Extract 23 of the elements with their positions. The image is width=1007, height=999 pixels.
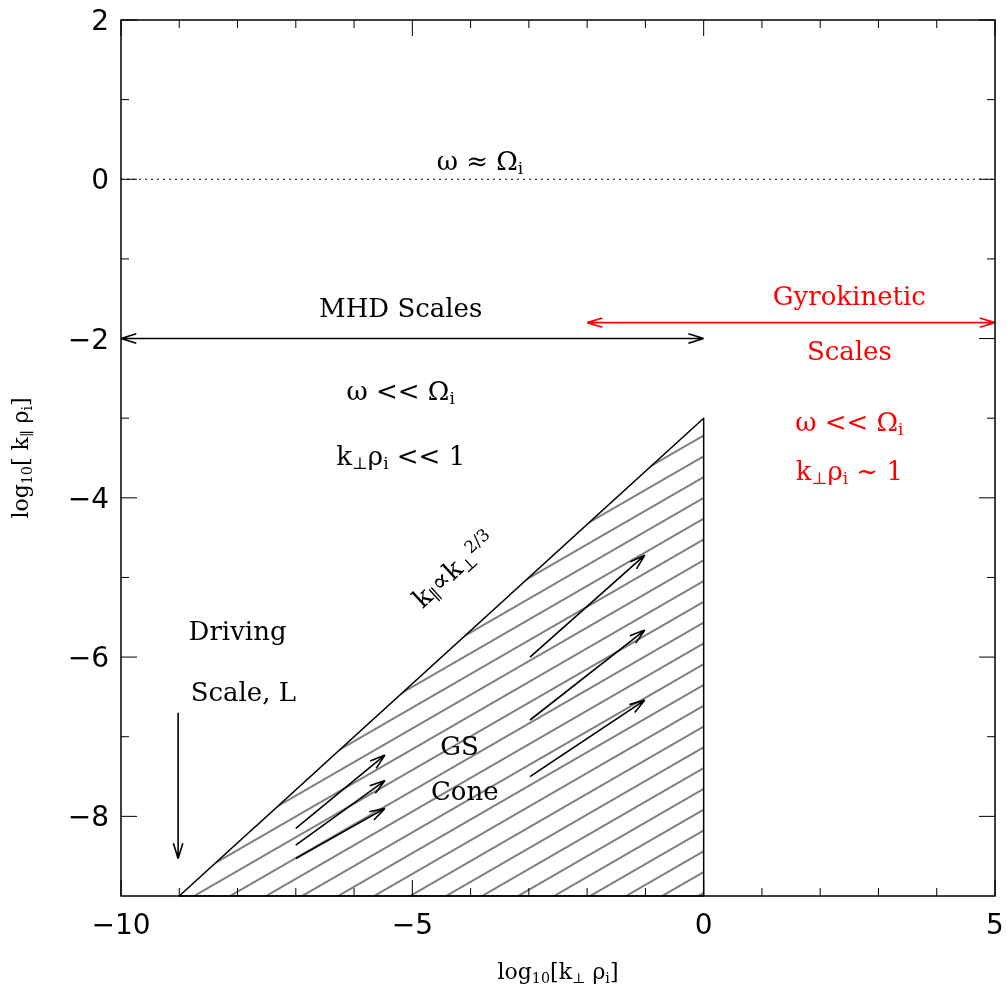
annotation: Driving [188, 616, 287, 647]
x-tick-label: −10 [91, 908, 151, 941]
annotation: ω << Ω$_{i}$ [346, 376, 456, 409]
annotation: k$_{⊥}$ρ$_{i}$ ~ 1 [795, 455, 903, 489]
annotation: Cone [430, 776, 499, 807]
y-tick-label: 0 [91, 163, 109, 197]
annotation: ω ≈ Ω$_{i}$ [436, 146, 524, 179]
y-tick-label: −4 [67, 481, 109, 515]
annotation: k$_{⊥}$ρ$_{i}$ << 1 [336, 440, 466, 474]
annotation: Scale, L [190, 676, 297, 707]
annotation: ω << Ω$_{i}$ [795, 406, 905, 439]
annotation: Gyrokinetic [772, 280, 926, 311]
x-tick-label: −5 [391, 908, 433, 941]
annotation: GS [440, 731, 479, 762]
x-axis-title: log$_{10}$[k$_{⊥}$ ρ$_{i}$] [497, 959, 619, 986]
y-tick-label: −6 [67, 641, 109, 675]
y-tick-label: 2 [91, 4, 109, 37]
y-tick-label: −8 [67, 800, 109, 834]
annotation: Scales [806, 336, 892, 367]
x-tick-label: 5 [986, 908, 1004, 941]
x-tick-label: 0 [694, 908, 713, 941]
annotation: MHD Scales [319, 292, 483, 323]
y-tick-label: −2 [67, 322, 109, 356]
